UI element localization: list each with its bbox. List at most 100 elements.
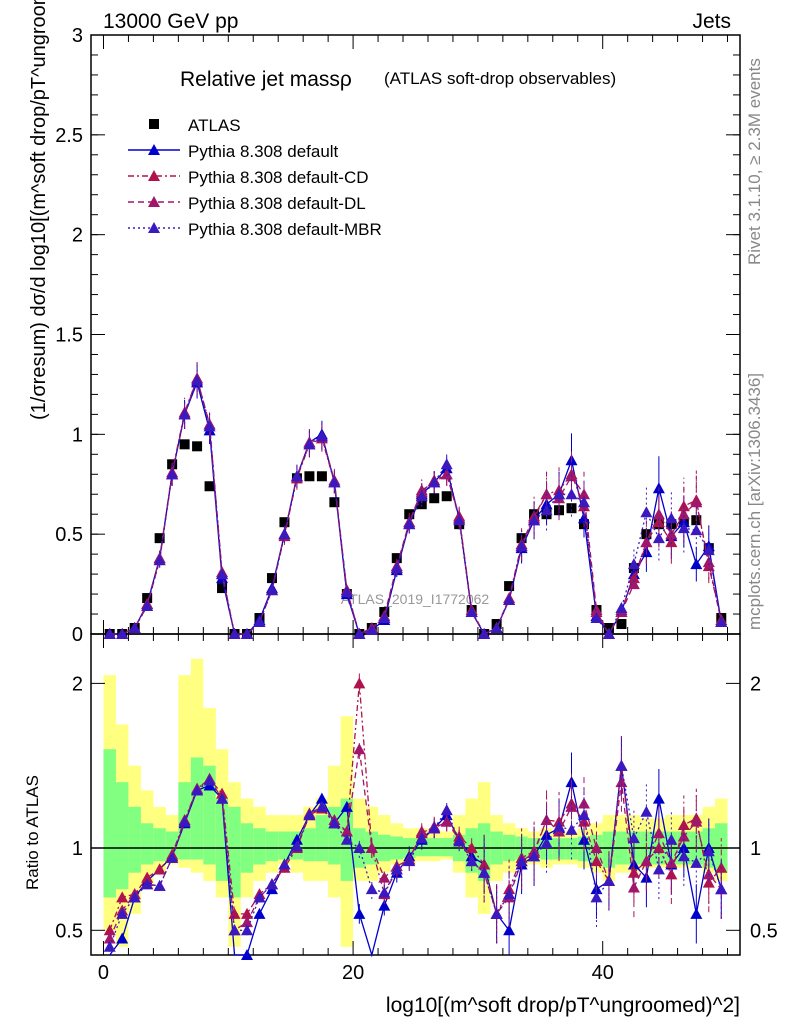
main-point-cd (627, 572, 640, 584)
ratio-point-mbr (116, 907, 129, 919)
ratio-point-mbr (577, 809, 590, 821)
ratio-point-cd (590, 855, 603, 867)
ratio-band-green (253, 828, 266, 865)
ratio-ytick-label: 1 (72, 838, 83, 860)
main-point-atlas (266, 573, 277, 584)
ratio-point-cd (665, 868, 678, 880)
ratio-point-dl (627, 881, 640, 893)
ratio-band-green (153, 828, 166, 862)
ratio-point-dl (665, 856, 678, 868)
legend-marker-default (148, 144, 160, 155)
main-point-atlas (441, 491, 452, 502)
ratio-point-mbr (428, 822, 441, 834)
ratio-point-cd (465, 842, 478, 853)
main-point-mbr (278, 528, 291, 540)
ratio-band-green (602, 831, 616, 868)
main-point-mbr (640, 506, 653, 518)
ratio-xtick-label: 40 (592, 962, 614, 984)
main-series-line-mbr (109, 378, 722, 636)
main-point-atlas (429, 493, 440, 504)
ratio-point-mbr (453, 835, 466, 847)
main-point-mbr (540, 504, 553, 516)
main-point-mbr (615, 602, 628, 614)
ratio-point-mbr (290, 840, 303, 852)
legend-label-mbr: Pythia 8.308 default-MBR (188, 220, 382, 239)
ratio-point-mbr (465, 855, 478, 867)
ratio-ytick-label-right: 1 (750, 838, 761, 860)
main-point-mbr (265, 584, 278, 596)
ratio-point-dl (353, 743, 366, 755)
main-point-mbr (627, 558, 640, 570)
ratio-point-dl (378, 871, 391, 883)
x-axis-label: log10[(m^soft drop/pT^ungroomed)^2] (386, 994, 740, 1017)
main-point-mbr (315, 430, 328, 442)
main-point-mbr (515, 540, 528, 552)
main-ytick-label: 0 (72, 624, 83, 646)
main-point-mbr (178, 408, 191, 420)
main-point-mbr (590, 612, 603, 624)
main-point-mbr (403, 518, 416, 530)
main-point-mbr (290, 470, 303, 482)
main-point-dl (640, 536, 653, 548)
ratio-ytick-label-right: 0.5 (750, 920, 778, 942)
ratio-band-green (427, 838, 441, 857)
main-point-mbr (565, 488, 578, 500)
main-ytick-label: 1.5 (55, 325, 83, 347)
main-point-atlas (217, 583, 228, 594)
main-point-mbr (353, 628, 366, 639)
main-point-mbr (128, 622, 141, 634)
main-point-mbr (216, 568, 229, 580)
side-bottom-label: mcplots.cern.ch [arXiv:1306.3436] (745, 373, 764, 630)
main-point-atlas (304, 471, 315, 482)
ratio-point-mbr (315, 800, 328, 812)
ratio-point-default (290, 833, 303, 845)
main-ytick-label: 0.5 (55, 524, 83, 546)
main-point-mbr (715, 616, 728, 628)
main-point-mbr (553, 488, 566, 500)
main-point-dl (440, 468, 453, 480)
ratio-point-mbr (103, 940, 116, 952)
ratio-point-mbr (615, 759, 628, 771)
main-point-atlas (204, 481, 215, 492)
ratio-point-mbr (153, 879, 166, 891)
main-point-mbr (153, 554, 166, 566)
main-point-mbr (478, 628, 491, 639)
main-point-mbr (390, 562, 403, 574)
ratio-point-dl (640, 855, 653, 867)
ratio-point-mbr (216, 792, 229, 804)
ratio-point-cd (478, 858, 491, 870)
main-point-mbr (116, 628, 129, 639)
main-point-mbr (503, 594, 516, 606)
main-point-atlas (504, 581, 515, 592)
ratio-point-mbr (715, 883, 728, 895)
main-point-dl (627, 578, 640, 590)
y-axis-label-ratio: Ratio to ATLAS (23, 775, 42, 890)
ratio-point-mbr (365, 883, 378, 895)
main-point-mbr (415, 490, 428, 502)
ratio-point-mbr (652, 863, 665, 875)
ratio-point-dl (615, 776, 628, 788)
ratio-point-mbr (665, 833, 678, 845)
main-point-dl (690, 496, 703, 508)
ratio-point-dl (340, 825, 353, 837)
main-point-mbr (677, 522, 690, 534)
main-point-atlas (279, 517, 290, 528)
legend-label-default: Pythia 8.308 default (188, 142, 339, 161)
ratio-point-mbr (415, 832, 428, 844)
ratio-point-cd (228, 907, 241, 919)
main-point-dl (677, 508, 690, 520)
legend-marker-cd (148, 170, 160, 181)
main-point-mbr (141, 600, 154, 612)
ratio-point-mbr (303, 809, 316, 821)
main-point-dl (590, 604, 603, 616)
ratio-ytick-label-right: 2 (750, 673, 761, 695)
ratio-point-dl (540, 814, 553, 826)
y-axis-label-main: (1/σresum) dσ/d log10[(m^soft drop/pT^un… (28, 0, 50, 420)
ratio-point-mbr (241, 924, 254, 936)
ratio-point-default (503, 924, 516, 936)
main-point-mbr (665, 512, 678, 524)
legend-title-main: Relative jet massρ (180, 68, 352, 91)
main-ytick-label: 3 (72, 25, 83, 47)
chart-marks: 0 0.5 1 1.5 2 2.5 3 0 20 40 0.5 0.5 1 1 2 2 ATLAS_2019_I… (55, 25, 778, 984)
